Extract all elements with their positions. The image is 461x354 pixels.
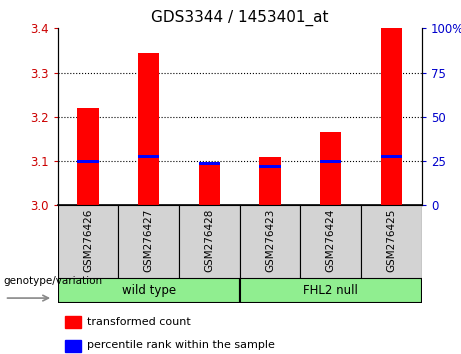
FancyBboxPatch shape xyxy=(240,278,422,303)
Text: wild type: wild type xyxy=(122,284,176,297)
FancyBboxPatch shape xyxy=(118,205,179,278)
Bar xyxy=(138,155,160,158)
Bar xyxy=(381,28,402,205)
FancyBboxPatch shape xyxy=(240,205,301,278)
Bar xyxy=(65,340,81,352)
Title: GDS3344 / 1453401_at: GDS3344 / 1453401_at xyxy=(151,9,329,25)
Bar xyxy=(138,53,160,205)
Text: transformed count: transformed count xyxy=(87,316,190,326)
FancyBboxPatch shape xyxy=(58,278,240,303)
Bar xyxy=(199,162,220,165)
Bar xyxy=(381,155,402,158)
Bar xyxy=(260,165,281,168)
Text: GSM276427: GSM276427 xyxy=(144,209,154,272)
FancyBboxPatch shape xyxy=(301,205,361,278)
Text: GSM276428: GSM276428 xyxy=(204,209,214,272)
FancyBboxPatch shape xyxy=(361,205,422,278)
Bar xyxy=(77,108,99,205)
Bar xyxy=(77,160,99,162)
Text: GSM276425: GSM276425 xyxy=(386,209,396,272)
Text: FHL2 null: FHL2 null xyxy=(303,284,358,297)
Text: GSM276423: GSM276423 xyxy=(265,209,275,272)
FancyBboxPatch shape xyxy=(58,205,118,278)
Text: GSM276424: GSM276424 xyxy=(326,209,336,272)
Text: GSM276426: GSM276426 xyxy=(83,209,93,272)
Text: percentile rank within the sample: percentile rank within the sample xyxy=(87,341,275,350)
Bar xyxy=(260,157,281,205)
Bar xyxy=(320,132,342,205)
FancyBboxPatch shape xyxy=(179,205,240,278)
Bar xyxy=(65,316,81,328)
Text: genotype/variation: genotype/variation xyxy=(3,275,102,286)
Bar xyxy=(320,160,342,162)
Bar xyxy=(199,166,220,205)
